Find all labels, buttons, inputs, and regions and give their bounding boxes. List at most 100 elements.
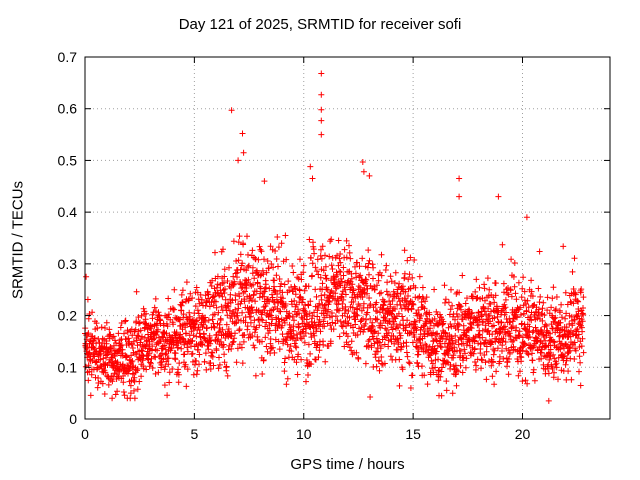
data-point — [535, 330, 542, 337]
data-point — [517, 304, 524, 311]
data-point — [341, 343, 348, 350]
data-point — [336, 268, 343, 275]
data-point — [356, 325, 362, 332]
data-point — [184, 366, 191, 373]
data-point — [189, 295, 196, 302]
data-point — [257, 272, 264, 279]
data-point — [193, 284, 200, 291]
data-point — [577, 359, 584, 366]
data-point — [140, 363, 147, 369]
data-point — [532, 324, 539, 331]
data-point — [218, 338, 224, 345]
data-point — [231, 335, 238, 342]
data-point — [563, 324, 570, 331]
data-point — [337, 318, 344, 325]
data-point — [262, 334, 269, 341]
data-point — [396, 356, 403, 363]
data-point — [220, 246, 226, 253]
data-point — [521, 288, 528, 295]
data-point — [485, 305, 492, 312]
data-point — [354, 312, 361, 319]
data-point — [418, 312, 425, 319]
data-point — [500, 280, 507, 287]
data-point — [234, 312, 241, 319]
data-point — [435, 356, 442, 363]
data-point — [337, 282, 344, 289]
data-point — [316, 347, 323, 354]
data-point — [423, 294, 430, 301]
data-point — [154, 347, 161, 354]
data-point — [177, 316, 184, 323]
data-point — [121, 392, 128, 399]
data-point — [473, 362, 480, 369]
data-point — [133, 288, 140, 295]
data-point — [354, 331, 361, 338]
data-point — [187, 290, 194, 297]
data-point — [322, 252, 328, 259]
data-point — [112, 391, 119, 398]
data-point — [120, 389, 127, 395]
data-point — [334, 271, 341, 278]
data-point — [428, 357, 435, 364]
data-point — [332, 297, 338, 303]
data-point — [311, 332, 318, 339]
data-point — [404, 317, 411, 324]
data-point — [399, 366, 406, 373]
data-point — [382, 316, 389, 322]
data-point — [94, 384, 101, 391]
data-point — [373, 299, 380, 306]
data-point — [373, 363, 380, 370]
data-point — [268, 312, 275, 319]
data-point — [256, 243, 263, 250]
data-point — [165, 355, 172, 362]
data-point — [463, 332, 470, 339]
data-point — [514, 356, 521, 362]
data-point — [150, 309, 157, 316]
data-point — [409, 274, 416, 281]
data-point — [424, 381, 431, 388]
data-point — [476, 316, 483, 323]
data-point — [211, 311, 218, 318]
data-point — [461, 346, 468, 353]
data-point — [417, 331, 424, 338]
data-point — [221, 273, 228, 280]
data-point — [307, 163, 314, 170]
data-point — [439, 364, 445, 371]
data-point — [507, 287, 514, 294]
data-point — [299, 296, 306, 303]
data-point — [491, 347, 498, 354]
data-point — [269, 344, 276, 351]
data-point — [201, 358, 208, 365]
data-point — [147, 359, 154, 366]
data-point — [549, 365, 556, 372]
y-axis-label: SRMTID / TECUs — [9, 180, 27, 300]
data-point — [283, 256, 290, 263]
data-point — [161, 382, 168, 389]
data-point — [378, 289, 385, 296]
data-point — [236, 327, 243, 334]
data-point — [489, 373, 496, 380]
data-point — [189, 350, 196, 357]
data-point — [366, 336, 373, 343]
data-point — [544, 294, 551, 301]
data-point — [427, 320, 434, 326]
data-point — [405, 293, 411, 299]
data-point — [261, 256, 267, 263]
data-point — [212, 249, 218, 256]
data-point — [337, 269, 344, 275]
data-point — [129, 345, 136, 351]
data-point — [161, 366, 168, 373]
data-point — [194, 307, 201, 314]
data-point — [513, 324, 520, 331]
data-point — [406, 360, 413, 367]
data-point — [492, 280, 499, 287]
data-point — [368, 344, 375, 351]
data-point — [550, 351, 557, 358]
data-point — [502, 339, 509, 345]
data-point — [109, 395, 116, 402]
data-point — [315, 271, 322, 278]
data-point — [109, 378, 116, 385]
data-point — [510, 273, 517, 280]
data-point — [543, 322, 550, 329]
data-point — [576, 321, 583, 328]
